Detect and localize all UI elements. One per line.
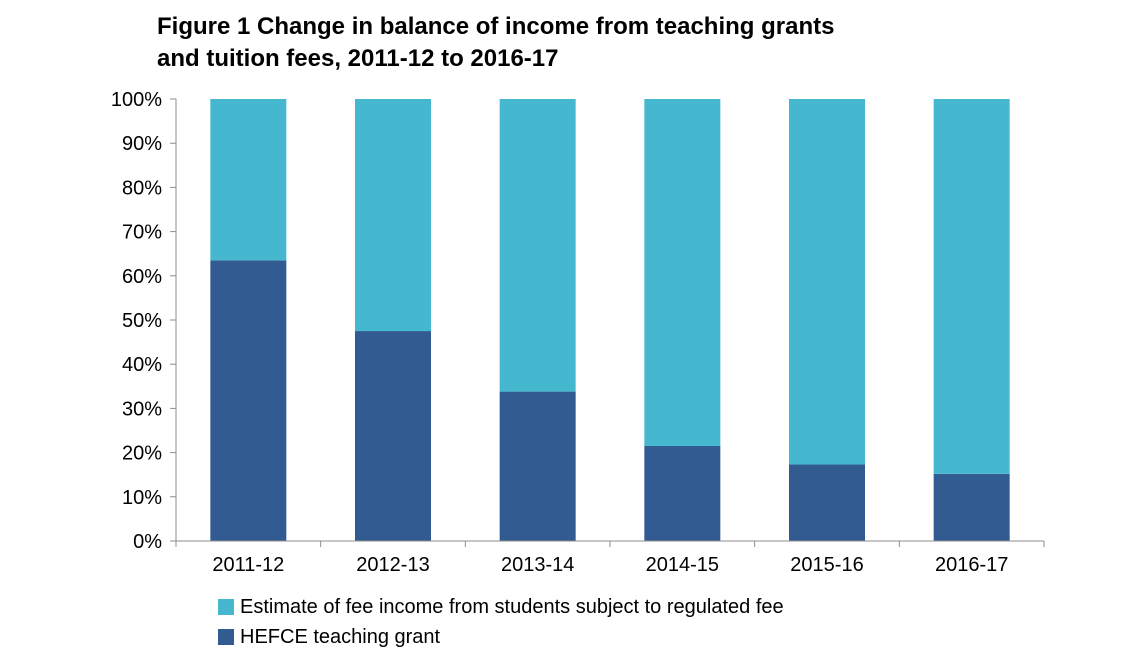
- y-tick-label: 50%: [122, 310, 162, 332]
- x-tick-label: 2016-17: [935, 554, 1008, 576]
- bar-fee-income-2011-12: [210, 99, 287, 261]
- y-tick-label: 40%: [122, 354, 162, 376]
- legend-item-fee-income: Estimate of fee income from students sub…: [218, 592, 784, 622]
- legend-swatch-fee-income: [218, 599, 234, 615]
- bar-teaching-grant-2013-14: [499, 391, 576, 541]
- y-tick-label: 80%: [122, 177, 162, 199]
- legend-label-teaching-grant: HEFCE teaching grant: [240, 625, 441, 648]
- bar-teaching-grant-2011-12: [210, 260, 287, 541]
- chart-title-line-1: Figure 1 Change in balance of income fro…: [157, 13, 835, 40]
- y-tick-label: 60%: [122, 266, 162, 288]
- x-tick-label: 2011-12: [212, 554, 284, 576]
- chart-title-line-2: and tuition fees, 2011-12 to 2016-17: [157, 45, 559, 72]
- bar-fee-income-2014-15: [644, 99, 721, 446]
- y-tick-label: 20%: [122, 443, 162, 465]
- y-tick-label: 70%: [122, 222, 162, 244]
- x-tick-label: 2015-16: [790, 554, 863, 576]
- y-tick-label: 90%: [122, 133, 162, 155]
- chart-title: Figure 1 Change in balance of income fro…: [157, 11, 1057, 75]
- bar-fee-income-2013-14: [499, 99, 576, 392]
- x-tick-label: 2014-15: [646, 554, 719, 576]
- bar-teaching-grant-2012-13: [355, 331, 431, 541]
- bar-teaching-grant-2016-17: [933, 473, 1010, 541]
- legend-label-fee-income: Estimate of fee income from students sub…: [240, 595, 784, 618]
- bar-teaching-grant-2015-16: [789, 464, 865, 541]
- y-tick-label: 10%: [122, 487, 162, 509]
- bar-teaching-grant-2014-15: [644, 445, 721, 541]
- legend-item-teaching-grant: HEFCE teaching grant: [218, 622, 784, 652]
- x-tick-label: 2013-14: [501, 554, 574, 576]
- bar-fee-income-2015-16: [789, 99, 865, 465]
- bar-fee-income-2012-13: [355, 99, 431, 332]
- y-tick-label: 100%: [111, 89, 162, 111]
- y-tick-label: 0%: [133, 531, 162, 553]
- legend: Estimate of fee income from students sub…: [218, 592, 784, 652]
- legend-swatch-teaching-grant: [218, 629, 234, 645]
- y-tick-label: 30%: [122, 398, 162, 420]
- bar-fee-income-2016-17: [933, 99, 1010, 474]
- x-tick-label: 2012-13: [356, 554, 429, 576]
